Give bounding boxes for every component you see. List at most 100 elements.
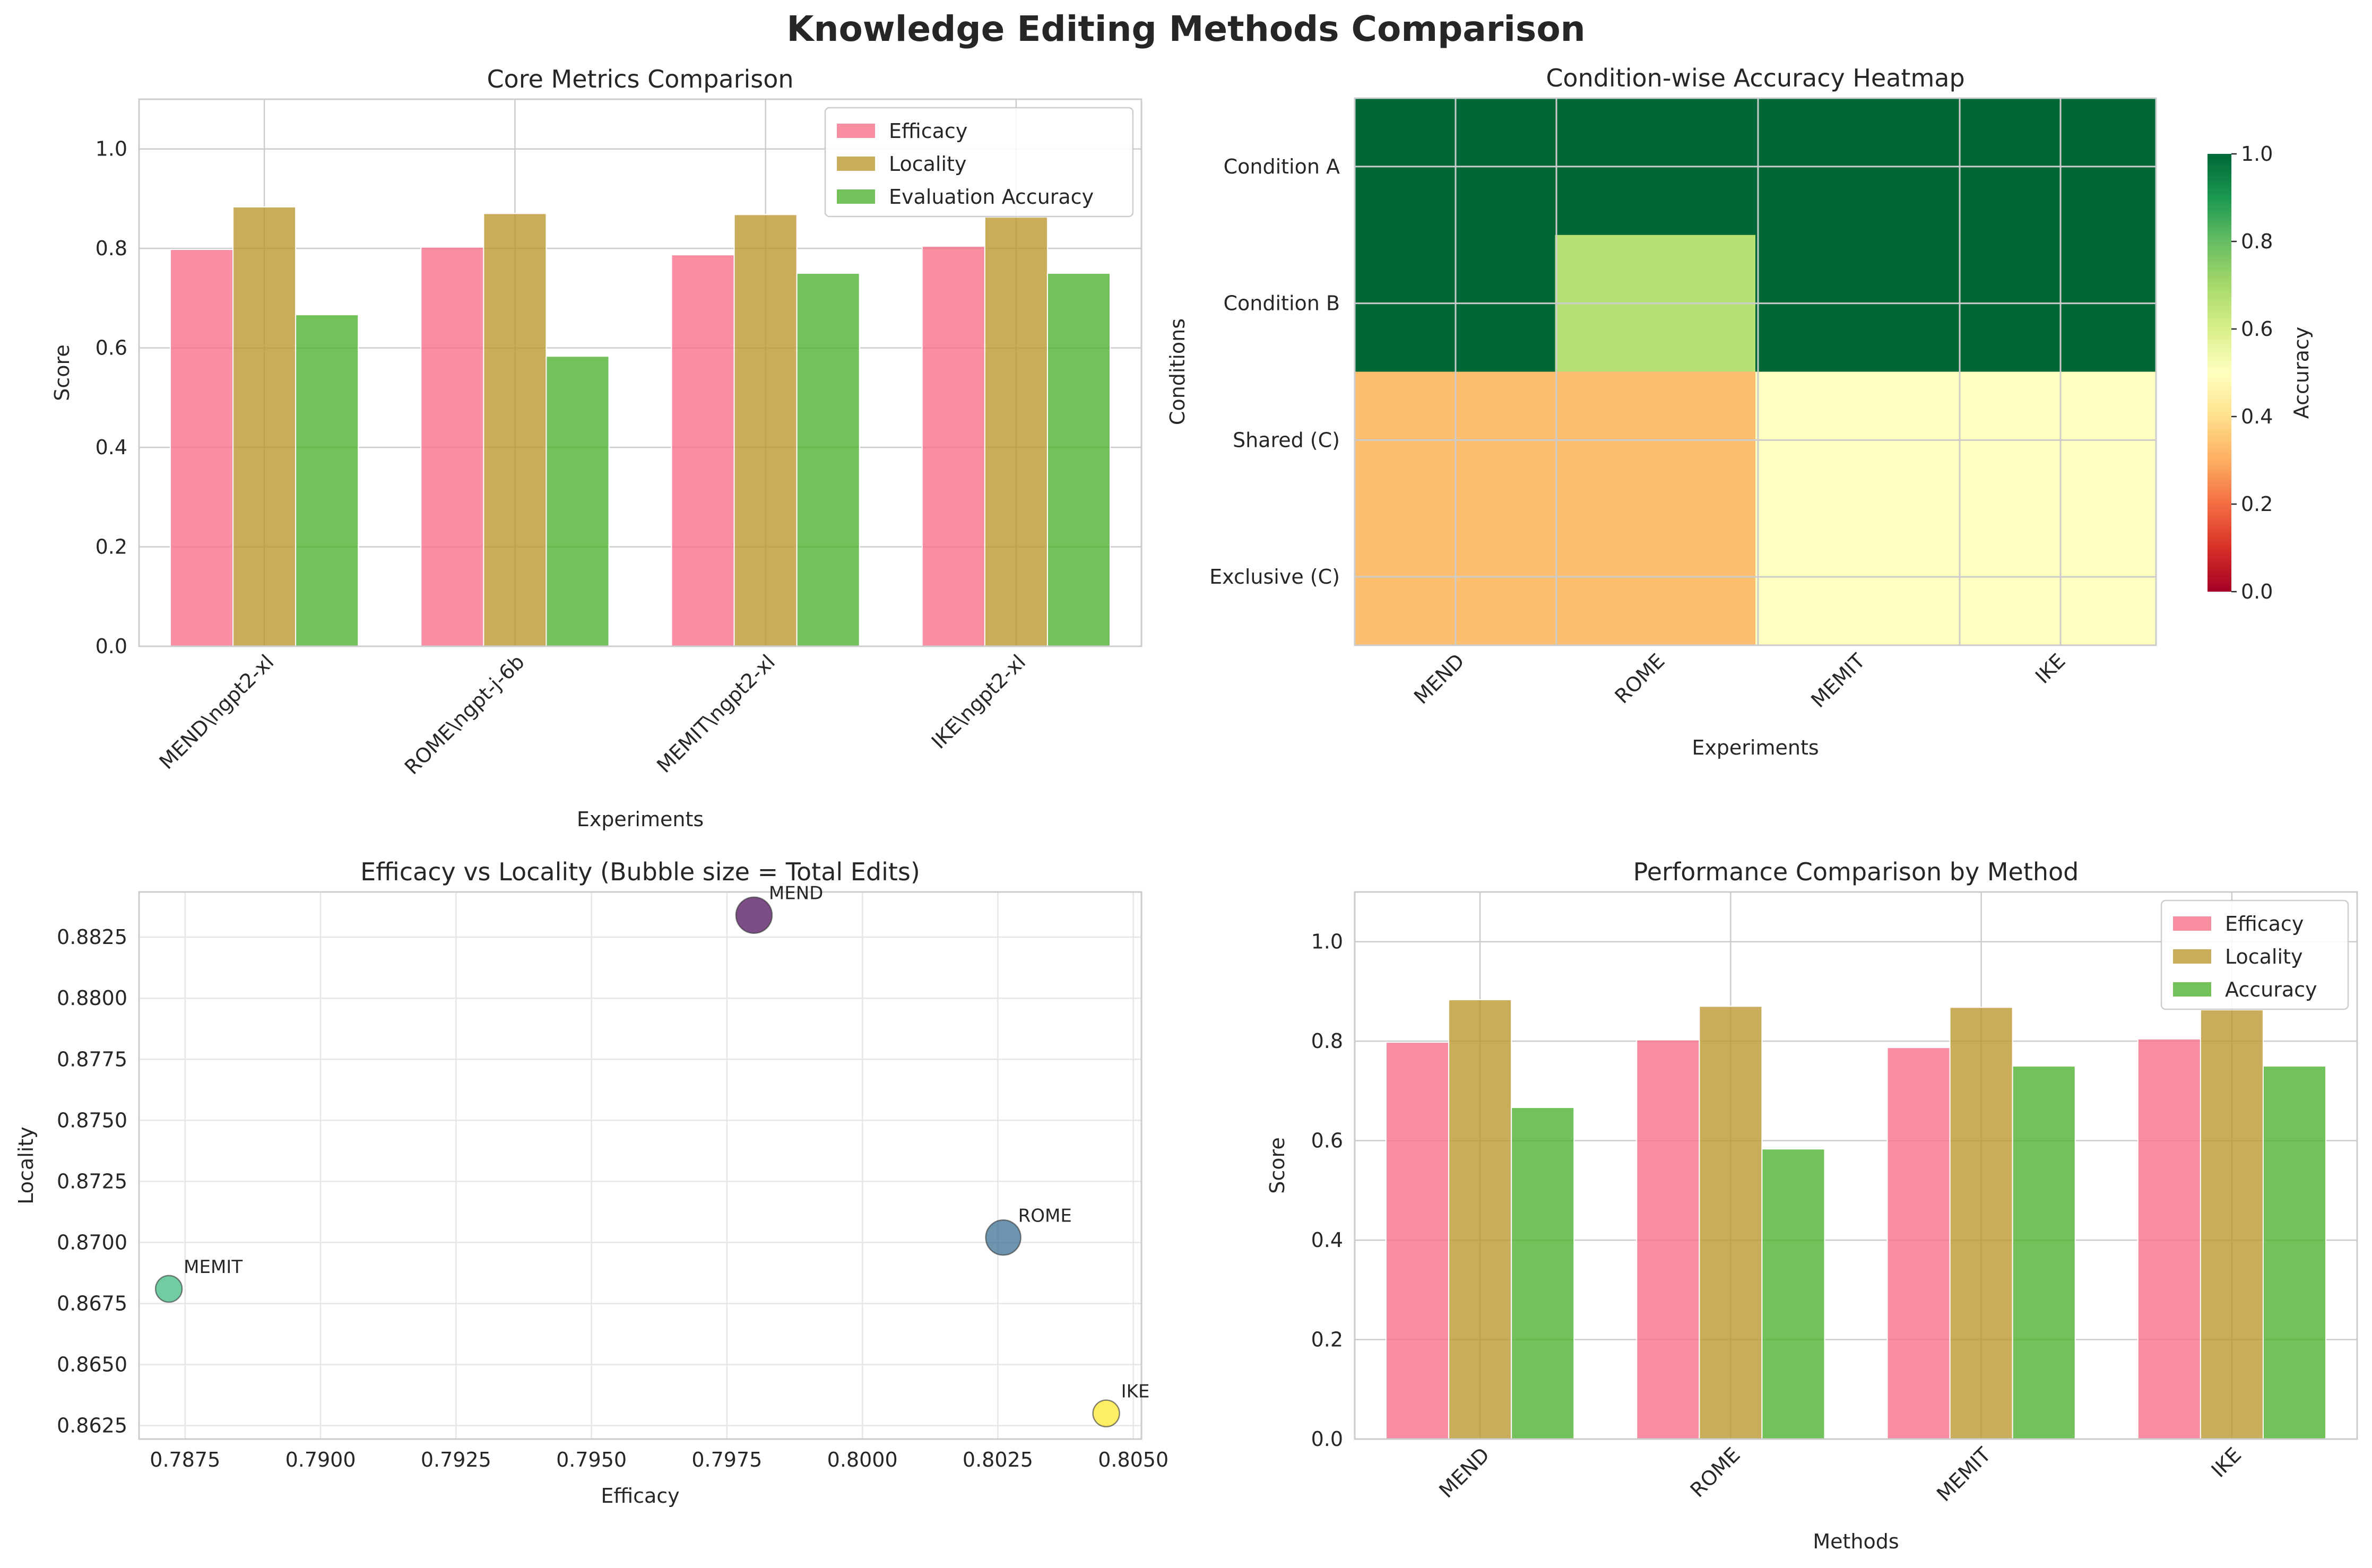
bar [295,314,359,647]
bar [1636,1039,1700,1440]
efficacy-locality-scatter: Efficacy vs Locality (Bubble size = Tota… [14,857,1168,1508]
chart-title: Efficacy vs Locality (Bubble size = Tota… [360,857,920,886]
y-tick-label: 0.2 [1311,1328,1343,1352]
figure-title: Knowledge Editing Methods Comparison [786,8,1585,49]
legend-label: Locality [2225,945,2302,968]
bar [1386,1042,1450,1440]
bar [796,273,860,647]
x-axis-label: Experiments [1692,736,1819,759]
y-axis-label: Score [50,344,74,401]
y-tick-label: 0.8750 [57,1108,127,1132]
bar [1949,1007,2013,1440]
axes-frame [138,891,1142,1440]
bar [1761,1148,1825,1440]
bar [483,213,547,647]
y-tick-label: 0.8675 [57,1292,127,1315]
bar [1448,999,1512,1440]
colorbar-tick-label: 0.2 [2241,492,2273,516]
x-tick-label: 0.7950 [556,1448,627,1471]
chart-title: Core Metrics Comparison [487,65,793,93]
chart-title: Performance Comparison by Method [1633,857,2079,886]
legend-swatch [2173,982,2211,997]
bar [921,245,985,647]
bar [1511,1107,1575,1440]
y-tick-label: 1.0 [1311,930,1343,954]
point-label: MEMIT [184,1257,243,1278]
point-label: IKE [1121,1381,1150,1402]
x-axis-label: Methods [1813,1530,1899,1553]
legend-swatch [2173,949,2211,964]
colorbar-label: Accuracy [2290,327,2313,419]
x-tick-label: 0.8025 [963,1448,1033,1471]
condition-heatmap: Condition-wise Accuracy Heatmap Condition… [1166,64,2313,759]
bar [2012,1065,2076,1440]
bar [170,249,234,647]
legend-swatch [837,157,875,171]
scatter-point [1092,1399,1120,1427]
bar [671,254,735,647]
x-tick-label: 0.7900 [285,1448,356,1471]
bar [1886,1047,1951,1440]
y-tick-label: 0.8650 [57,1353,127,1376]
bar [2200,1009,2264,1440]
y-tick-label: 0.4 [96,436,127,459]
y-tick-label: 0.0 [1311,1427,1343,1451]
y-tick-label: 0.8 [96,237,127,260]
x-tick-label: 0.7975 [691,1448,762,1471]
performance-by-method-chart: Performance Comparison by Method 0.0 0.2 0.… [1266,857,2358,1553]
y-tick-label: Condition B [1224,292,1340,315]
legend-swatch [2173,916,2211,931]
y-tick-label: 0.6 [1311,1129,1343,1153]
y-tick-label: 0.0 [96,635,127,658]
x-tick-label: 0.8050 [1098,1448,1168,1471]
x-axis-label: Experiments [577,808,704,831]
colorbar-tick-label: 0.4 [2241,405,2273,428]
y-tick-label: 0.6 [96,336,127,360]
y-tick-label: Exclusive (C) [1209,565,1340,588]
scatter-point [154,1275,183,1303]
x-tick-label: 0.7875 [150,1448,220,1471]
y-tick-label: 0.8825 [57,925,127,949]
legend-swatch [837,124,875,138]
colorbar [2207,154,2231,592]
legend-label: Accuracy [2225,978,2317,1001]
scatter-point [985,1219,1021,1256]
bar [2262,1065,2326,1440]
bar [1046,273,1111,647]
y-tick-label: 0.8625 [57,1414,127,1437]
y-tick-label: 0.8800 [57,986,127,1010]
core-metrics-chart: Core Metrics Comparison 0.0 0.2 0.4 0.6 0.8 1.… [50,65,1142,831]
y-tick-label: Shared (C) [1233,428,1340,452]
colorbar-tick-label: 0.0 [2241,580,2273,603]
y-axis-label: Score [1266,1137,1289,1193]
axes-frame [138,98,1142,647]
bar [984,216,1048,647]
y-axis-label: Locality [14,1127,38,1204]
bar [1699,1006,1763,1440]
y-tick-label: 0.8 [1311,1029,1343,1053]
axes-frame [1354,97,2157,646]
x-tick-label: 0.8000 [827,1448,898,1471]
bar [420,246,484,647]
point-label: ROME [1018,1205,1072,1226]
y-tick-label: 0.4 [1311,1228,1343,1252]
legend-box [824,107,1134,218]
colorbar-tick-label: 1.0 [2241,142,2273,166]
y-tick-label: 0.8725 [57,1169,127,1193]
bar [733,214,798,647]
y-tick-label: 0.8775 [57,1047,127,1071]
axes-frame [1354,891,2358,1440]
colorbar-tick-label: 0.8 [2241,230,2273,253]
bar [546,356,610,647]
x-tick-label: 0.7925 [421,1448,491,1471]
legend-label: Locality [889,152,966,176]
chart-title: Condition-wise Accuracy Heatmap [1546,64,1964,92]
legend-label: Evaluation Accuracy [889,185,1094,209]
colorbar-tick-label: 0.6 [2241,317,2273,341]
legend-label: Efficacy [889,119,967,143]
y-tick-label: Condition A [1224,155,1340,178]
scatter-point [735,896,773,934]
legend-label: Efficacy [2225,912,2304,935]
y-tick-label: 0.2 [96,535,127,559]
